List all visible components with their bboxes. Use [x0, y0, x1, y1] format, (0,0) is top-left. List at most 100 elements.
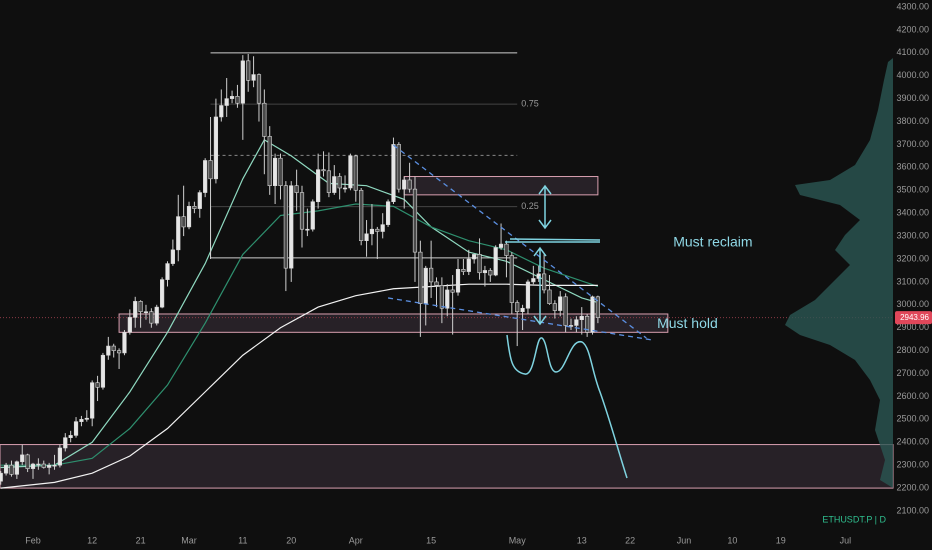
- candle-body: [461, 269, 466, 272]
- candle-body: [122, 332, 127, 354]
- candle-body: [568, 325, 574, 327]
- candle-body: [138, 301, 143, 312]
- candle-body: [100, 354, 106, 388]
- candle-body: [41, 463, 46, 468]
- candle-body: [574, 319, 579, 326]
- candle-body: [488, 270, 493, 276]
- candle-body: [262, 102, 267, 137]
- x-tick-label: Jul: [840, 535, 852, 545]
- candle-body: [256, 74, 262, 104]
- candle-body: [165, 263, 170, 280]
- x-tick-label: Feb: [25, 535, 41, 545]
- y-tick-label: 3800.00: [896, 116, 929, 126]
- candle-body: [229, 96, 235, 99]
- last-price-label: 2943.96: [900, 313, 929, 322]
- moving-average: [0, 203, 599, 466]
- candle-body: [396, 144, 401, 190]
- candle-body: [450, 289, 455, 293]
- candle-body: [579, 315, 584, 321]
- candle-body: [520, 307, 525, 312]
- candle-body: [63, 437, 68, 449]
- candle-body: [278, 157, 283, 186]
- candle-body: [90, 382, 95, 419]
- candle-body: [509, 255, 514, 303]
- y-tick-label: 4100.00: [896, 47, 929, 57]
- candle-body: [321, 169, 326, 172]
- plot: Must reclaim Must hold: [0, 53, 753, 489]
- candle-body: [25, 454, 30, 469]
- candle-body: [192, 206, 197, 209]
- y-tick-label: 3000.00: [896, 299, 929, 309]
- candle-body: [369, 228, 375, 235]
- candle-body: [251, 74, 256, 81]
- x-tick-label: 21: [136, 535, 146, 545]
- candle-body: [316, 169, 321, 203]
- candle-body: [203, 160, 208, 193]
- candle-body: [186, 206, 192, 228]
- arrow: [538, 184, 552, 230]
- volume-profile: [785, 58, 893, 488]
- candle-body: [348, 155, 353, 189]
- candle-body: [111, 345, 116, 351]
- y-tick-label: 2800.00: [896, 345, 929, 355]
- candle-body: [73, 421, 79, 436]
- candle-body: [57, 447, 62, 466]
- candle-body: [380, 224, 385, 232]
- y-tick-label: 3300.00: [896, 230, 929, 240]
- zones: 0.75 0.25: [0, 52, 894, 489]
- y-tick-label: 2600.00: [896, 391, 929, 401]
- candle-body: [552, 303, 557, 311]
- arrow: [533, 246, 547, 272]
- candle-body: [353, 155, 358, 191]
- candle-body: [402, 179, 407, 190]
- candle-body: [429, 267, 434, 283]
- candle-body: [47, 464, 52, 468]
- y-tick-label: 3900.00: [896, 93, 929, 103]
- x-tick-label: Jun: [677, 535, 692, 545]
- trendline: [393, 144, 647, 339]
- candle-body: [30, 463, 36, 469]
- candle-body: [116, 350, 122, 354]
- candle-body: [515, 302, 520, 312]
- candle-body: [525, 281, 531, 309]
- candle-body: [0, 472, 3, 482]
- arrow: [533, 276, 547, 326]
- x-tick-label: May: [509, 535, 527, 545]
- x-tick-label: 10: [727, 535, 737, 545]
- y-tick-label: 2700.00: [896, 368, 929, 378]
- candle-body: [455, 269, 461, 293]
- candle-body: [294, 185, 299, 193]
- y-tick-label: 3500.00: [896, 185, 929, 195]
- candle-body: [563, 296, 568, 326]
- candle-body: [181, 216, 186, 228]
- candle-body: [332, 176, 337, 193]
- candle-body: [418, 251, 423, 304]
- candle-body: [235, 96, 240, 104]
- candle-body: [407, 179, 412, 190]
- x-tick-label: 20: [286, 535, 296, 545]
- x-tick-label: 22: [625, 535, 635, 545]
- candle-body: [267, 136, 272, 186]
- y-tick-label: 4000.00: [896, 70, 929, 80]
- candle-body: [493, 247, 498, 276]
- x-tick-label: Apr: [349, 535, 363, 545]
- candle-body: [326, 170, 332, 193]
- hand-drawings: [505, 184, 628, 479]
- candle-body: [170, 249, 175, 264]
- y-tick-label: 3400.00: [896, 208, 929, 218]
- candle-body: [176, 216, 181, 251]
- candle-body: [208, 160, 213, 180]
- candle-body: [106, 345, 111, 356]
- reclaim-line: [505, 238, 601, 243]
- x-tick-label: 13: [577, 535, 587, 545]
- candle-body: [477, 254, 482, 274]
- zone: [118, 313, 669, 333]
- y-tick-label: 2500.00: [896, 414, 929, 424]
- y-tick-label: 3700.00: [896, 139, 929, 149]
- zone: [403, 176, 599, 196]
- candle-body: [197, 192, 202, 209]
- y-tick-label: 2400.00: [896, 437, 929, 447]
